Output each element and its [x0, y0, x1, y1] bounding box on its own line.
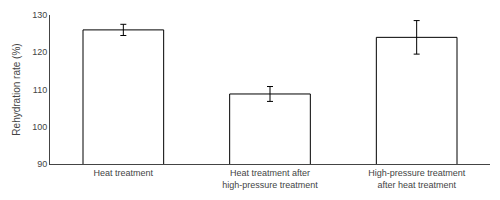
svg-text:130: 130	[32, 10, 47, 20]
svg-text:90: 90	[37, 159, 47, 169]
svg-text:110: 110	[33, 85, 47, 95]
svg-text:Heat treatment: Heat treatment	[94, 168, 154, 178]
svg-text:Rehydration rate (%): Rehydration rate (%)	[11, 43, 22, 135]
svg-text:Heat treatment afterhigh-press: Heat treatment afterhigh-pressure treatm…	[222, 168, 318, 190]
svg-text:High-pressure treatmentafter h: High-pressure treatmentafter heat treatm…	[368, 168, 466, 190]
svg-text:120: 120	[32, 47, 47, 57]
svg-text:100: 100	[32, 122, 47, 132]
